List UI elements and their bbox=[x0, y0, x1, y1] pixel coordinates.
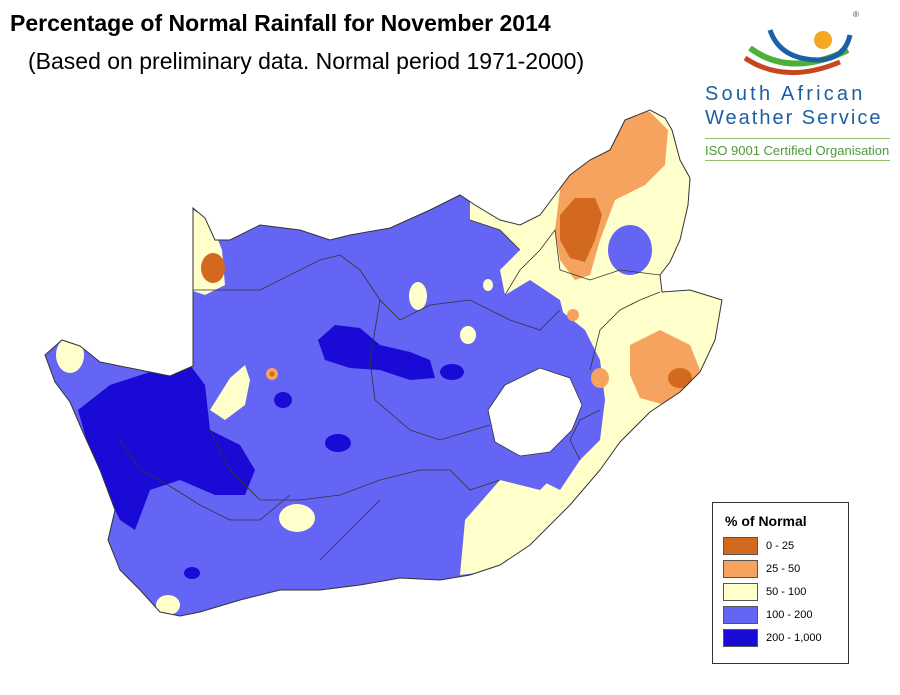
registered-mark: ® bbox=[853, 10, 859, 19]
logo-tagline: ISO 9001 Certified Organisation bbox=[705, 143, 890, 158]
legend: % of Normal 0 - 25 25 - 50 50 - 100 100 … bbox=[712, 502, 849, 664]
saws-logo-mark bbox=[743, 29, 853, 76]
region-50-100-patch-central bbox=[210, 365, 250, 420]
legend-label: 25 - 50 bbox=[766, 563, 801, 575]
legend-swatch bbox=[723, 560, 758, 578]
region-25-50-patch-2 bbox=[567, 309, 579, 321]
logo-divider bbox=[705, 138, 890, 139]
legend-swatch bbox=[723, 583, 758, 601]
region-25-50-patch bbox=[591, 368, 609, 388]
logo-line2: Weather Service bbox=[705, 107, 883, 129]
region-50-100-patch-d bbox=[483, 279, 493, 291]
legend-label: 50 - 100 bbox=[766, 586, 807, 598]
legend-label: 100 - 200 bbox=[766, 609, 813, 621]
region-0-25-northwest bbox=[201, 253, 225, 283]
legend-swatch bbox=[723, 537, 758, 555]
region-50-100-patch-a bbox=[409, 282, 427, 310]
legend-title: % of Normal bbox=[725, 513, 807, 529]
region-200-1000-west bbox=[78, 365, 255, 530]
map-subtitle: (Based on preliminary data. Normal perio… bbox=[28, 48, 585, 74]
legend-item: 200 - 1,000 bbox=[723, 629, 848, 647]
map-title: Percentage of Normal Rainfall for Novemb… bbox=[10, 10, 551, 36]
region-50-100-patch-f bbox=[156, 595, 180, 615]
region-0-25-patch bbox=[269, 371, 275, 377]
region-0-25-gauteng bbox=[560, 198, 602, 262]
saws-logo: ® South African Weather Service ISO 9001… bbox=[705, 10, 890, 165]
region-0-25-kzn bbox=[668, 368, 692, 388]
region-200-1000-patch-2 bbox=[325, 434, 351, 452]
legend-swatch bbox=[723, 629, 758, 647]
region-50-100-patch-e bbox=[56, 337, 84, 373]
legend-item: 50 - 100 bbox=[723, 583, 848, 601]
region-200-1000-patch-4 bbox=[184, 567, 200, 579]
country-outline bbox=[44, 109, 723, 617]
region-100-200-mpumalanga bbox=[608, 225, 652, 275]
lesotho bbox=[487, 367, 583, 457]
region-50-100-patch-b bbox=[279, 504, 315, 532]
legend-label: 0 - 25 bbox=[766, 540, 795, 552]
logo-divider bbox=[705, 160, 890, 161]
legend-item: 0 - 25 bbox=[723, 537, 848, 555]
legend-item: 25 - 50 bbox=[723, 560, 848, 578]
region-50-100-patch-c bbox=[460, 326, 476, 344]
region-200-1000-central bbox=[318, 325, 435, 380]
provincial-borders bbox=[119, 219, 661, 561]
legend-label: 200 - 1,000 bbox=[766, 632, 822, 644]
logo-line1: South African bbox=[705, 83, 866, 105]
legend-swatch bbox=[723, 606, 758, 624]
region-200-1000-patch-3 bbox=[274, 392, 292, 408]
region-50-100-north-patch bbox=[572, 123, 608, 147]
region-50-100-northwest bbox=[190, 208, 225, 295]
region-0-25-limpopo bbox=[607, 127, 619, 139]
region-200-1000-patch bbox=[440, 364, 464, 380]
legend-item: 100 - 200 bbox=[723, 606, 848, 624]
